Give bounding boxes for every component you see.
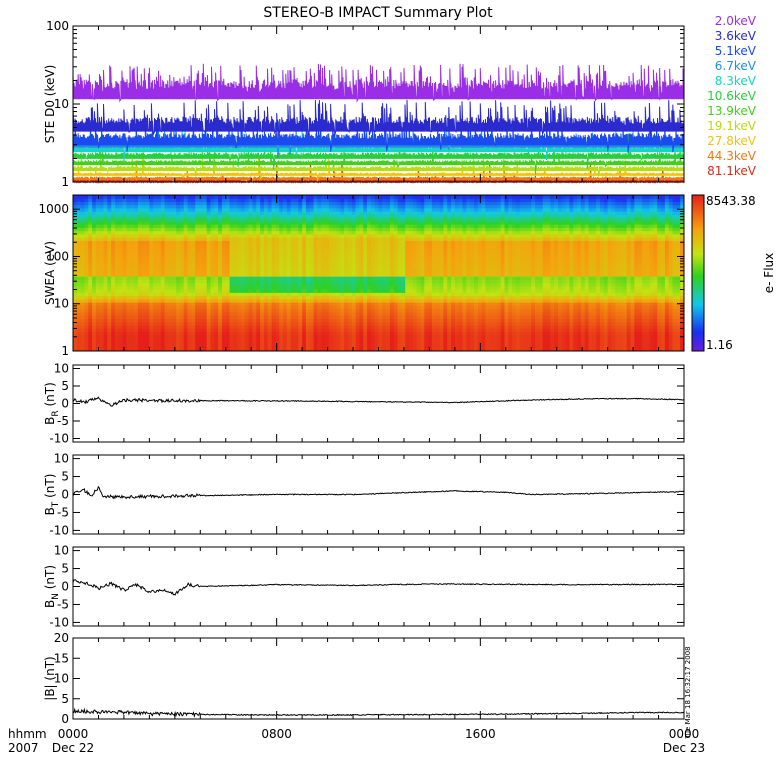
colorbar-min-label: 1.16 (706, 338, 733, 352)
bt-frame (72, 454, 685, 535)
bmag-trace (72, 707, 685, 718)
x-date-label: Dec 23 (663, 741, 705, 755)
ste-series-10.6keV (72, 134, 685, 170)
bn-ylabel: BN (nT) (43, 565, 61, 608)
swea-panel: 1 10 100 1000 SWEA (eV) (38, 194, 685, 358)
y-tick-label: 100 (46, 19, 69, 33)
ste-legend-entry: 2.0keV (715, 14, 757, 28)
generated-timestamp: Tue Mar 18 16:32:17 2008 (684, 646, 692, 739)
ste-ylabel: STE D0 (keV) (43, 65, 57, 144)
y-tick-label: 1 (61, 175, 69, 189)
y-tick-label: 10 (54, 672, 69, 686)
bt-ylabel: BT (nT) (43, 474, 61, 516)
plot-title: STEREO-B IMPACT Summary Plot (263, 5, 493, 21)
ste-legend-entry: 8.3keV (715, 74, 757, 88)
br-frame (72, 364, 685, 443)
br-ylabel: BR (nT) (43, 382, 61, 425)
ste-series-5.1keV (72, 116, 685, 153)
ste-series-2.0keV (72, 63, 685, 103)
bt-panel: -10 -5 0 5 10 BT (nT) (43, 452, 685, 537)
x-row1-label: hhmm (8, 727, 47, 741)
ste-series-27.8keV (72, 154, 685, 183)
bn-frame (72, 546, 685, 627)
ste-legend-entry: 3.6keV (715, 29, 757, 43)
ste-legend-entry: 10.6keV (707, 89, 757, 103)
br-panel: -10 -5 0 5 10 BR (nT) (43, 362, 685, 446)
y-tick-label: -5 (57, 414, 69, 428)
y-tick-label: -10 (49, 615, 69, 629)
y-tick-label: -5 (57, 597, 69, 611)
ste-legend-entry: 81.1keV (707, 164, 757, 178)
ste-legend-entry: 19.1keV (707, 119, 757, 133)
y-tick-label: 5 (61, 379, 69, 393)
x-tick-label: 0000 (669, 727, 700, 741)
y-tick-label: 10 (54, 297, 69, 311)
x-tick-label: 0800 (261, 727, 292, 741)
y-tick-label: 100 (46, 249, 69, 263)
y-tick-label: 15 (54, 651, 69, 665)
ste-series-13.9keV (72, 141, 685, 175)
y-tick-label: 5 (61, 562, 69, 576)
y-tick-label: 10 (54, 362, 69, 376)
y-tick-label: 0 (61, 488, 69, 502)
colorbar-label: e- Flux (762, 253, 776, 293)
ste-legend-entry: 5.1keV (715, 44, 757, 58)
bt-trace (72, 485, 685, 500)
bmag-ylabel: |B| (nT) (43, 656, 57, 700)
y-tick-label: 1 (61, 344, 69, 358)
x-tick-label: 0000 (58, 727, 89, 741)
y-tick-label: 10 (54, 97, 69, 111)
swea-colorbar: 8543.38 1.16 e- Flux (691, 194, 776, 352)
y-tick-label: 10 (54, 544, 69, 558)
br-trace (72, 396, 685, 407)
x-tick-label: 1600 (465, 727, 496, 741)
y-tick-label: 0 (61, 712, 69, 726)
ste-legend-entry: 27.8keV (707, 134, 757, 148)
swea-ylabel: SWEA (eV) (43, 241, 57, 305)
colorbar-scale (691, 194, 705, 352)
x-row2-label: 2007 (8, 741, 39, 755)
ste-legend: 2.0keV3.6keV5.1keV6.7keV8.3keV10.6keV13.… (707, 14, 757, 178)
y-tick-label: 1000 (38, 202, 69, 216)
colorbar-max-label: 8543.38 (706, 194, 756, 208)
y-tick-label: 5 (61, 692, 69, 706)
y-tick-label: -5 (57, 505, 69, 519)
ste-panel: 1 10 100 STE D0 (keV) (43, 19, 685, 189)
ste-series-19.1keV (72, 147, 685, 177)
bmag-frame (72, 637, 685, 720)
y-tick-label: 10 (54, 452, 69, 466)
y-tick-label: -10 (49, 523, 69, 537)
y-tick-label: 5 (61, 470, 69, 484)
bn-trace (72, 579, 685, 596)
y-tick-label: 0 (61, 580, 69, 594)
bmag-panel: 0 5 10 15 20 |B| (nT) Tue Mar 18 16:32:17 2008 (43, 631, 692, 740)
y-tick-label: 20 (54, 631, 69, 645)
x-date-label: Dec 22 (52, 741, 94, 755)
ste-legend-entry: 6.7keV (715, 59, 757, 73)
bn-panel: -10 -5 0 5 10 BN (nT) (43, 544, 685, 629)
y-tick-label: 0 (61, 397, 69, 411)
ste-series-3.6keV (72, 99, 685, 137)
y-tick-label: -10 (49, 432, 69, 446)
ste-legend-entry: 13.9keV (707, 104, 757, 118)
ste-legend-entry: 44.3keV (707, 149, 757, 163)
swea-heatmap (73, 195, 685, 352)
